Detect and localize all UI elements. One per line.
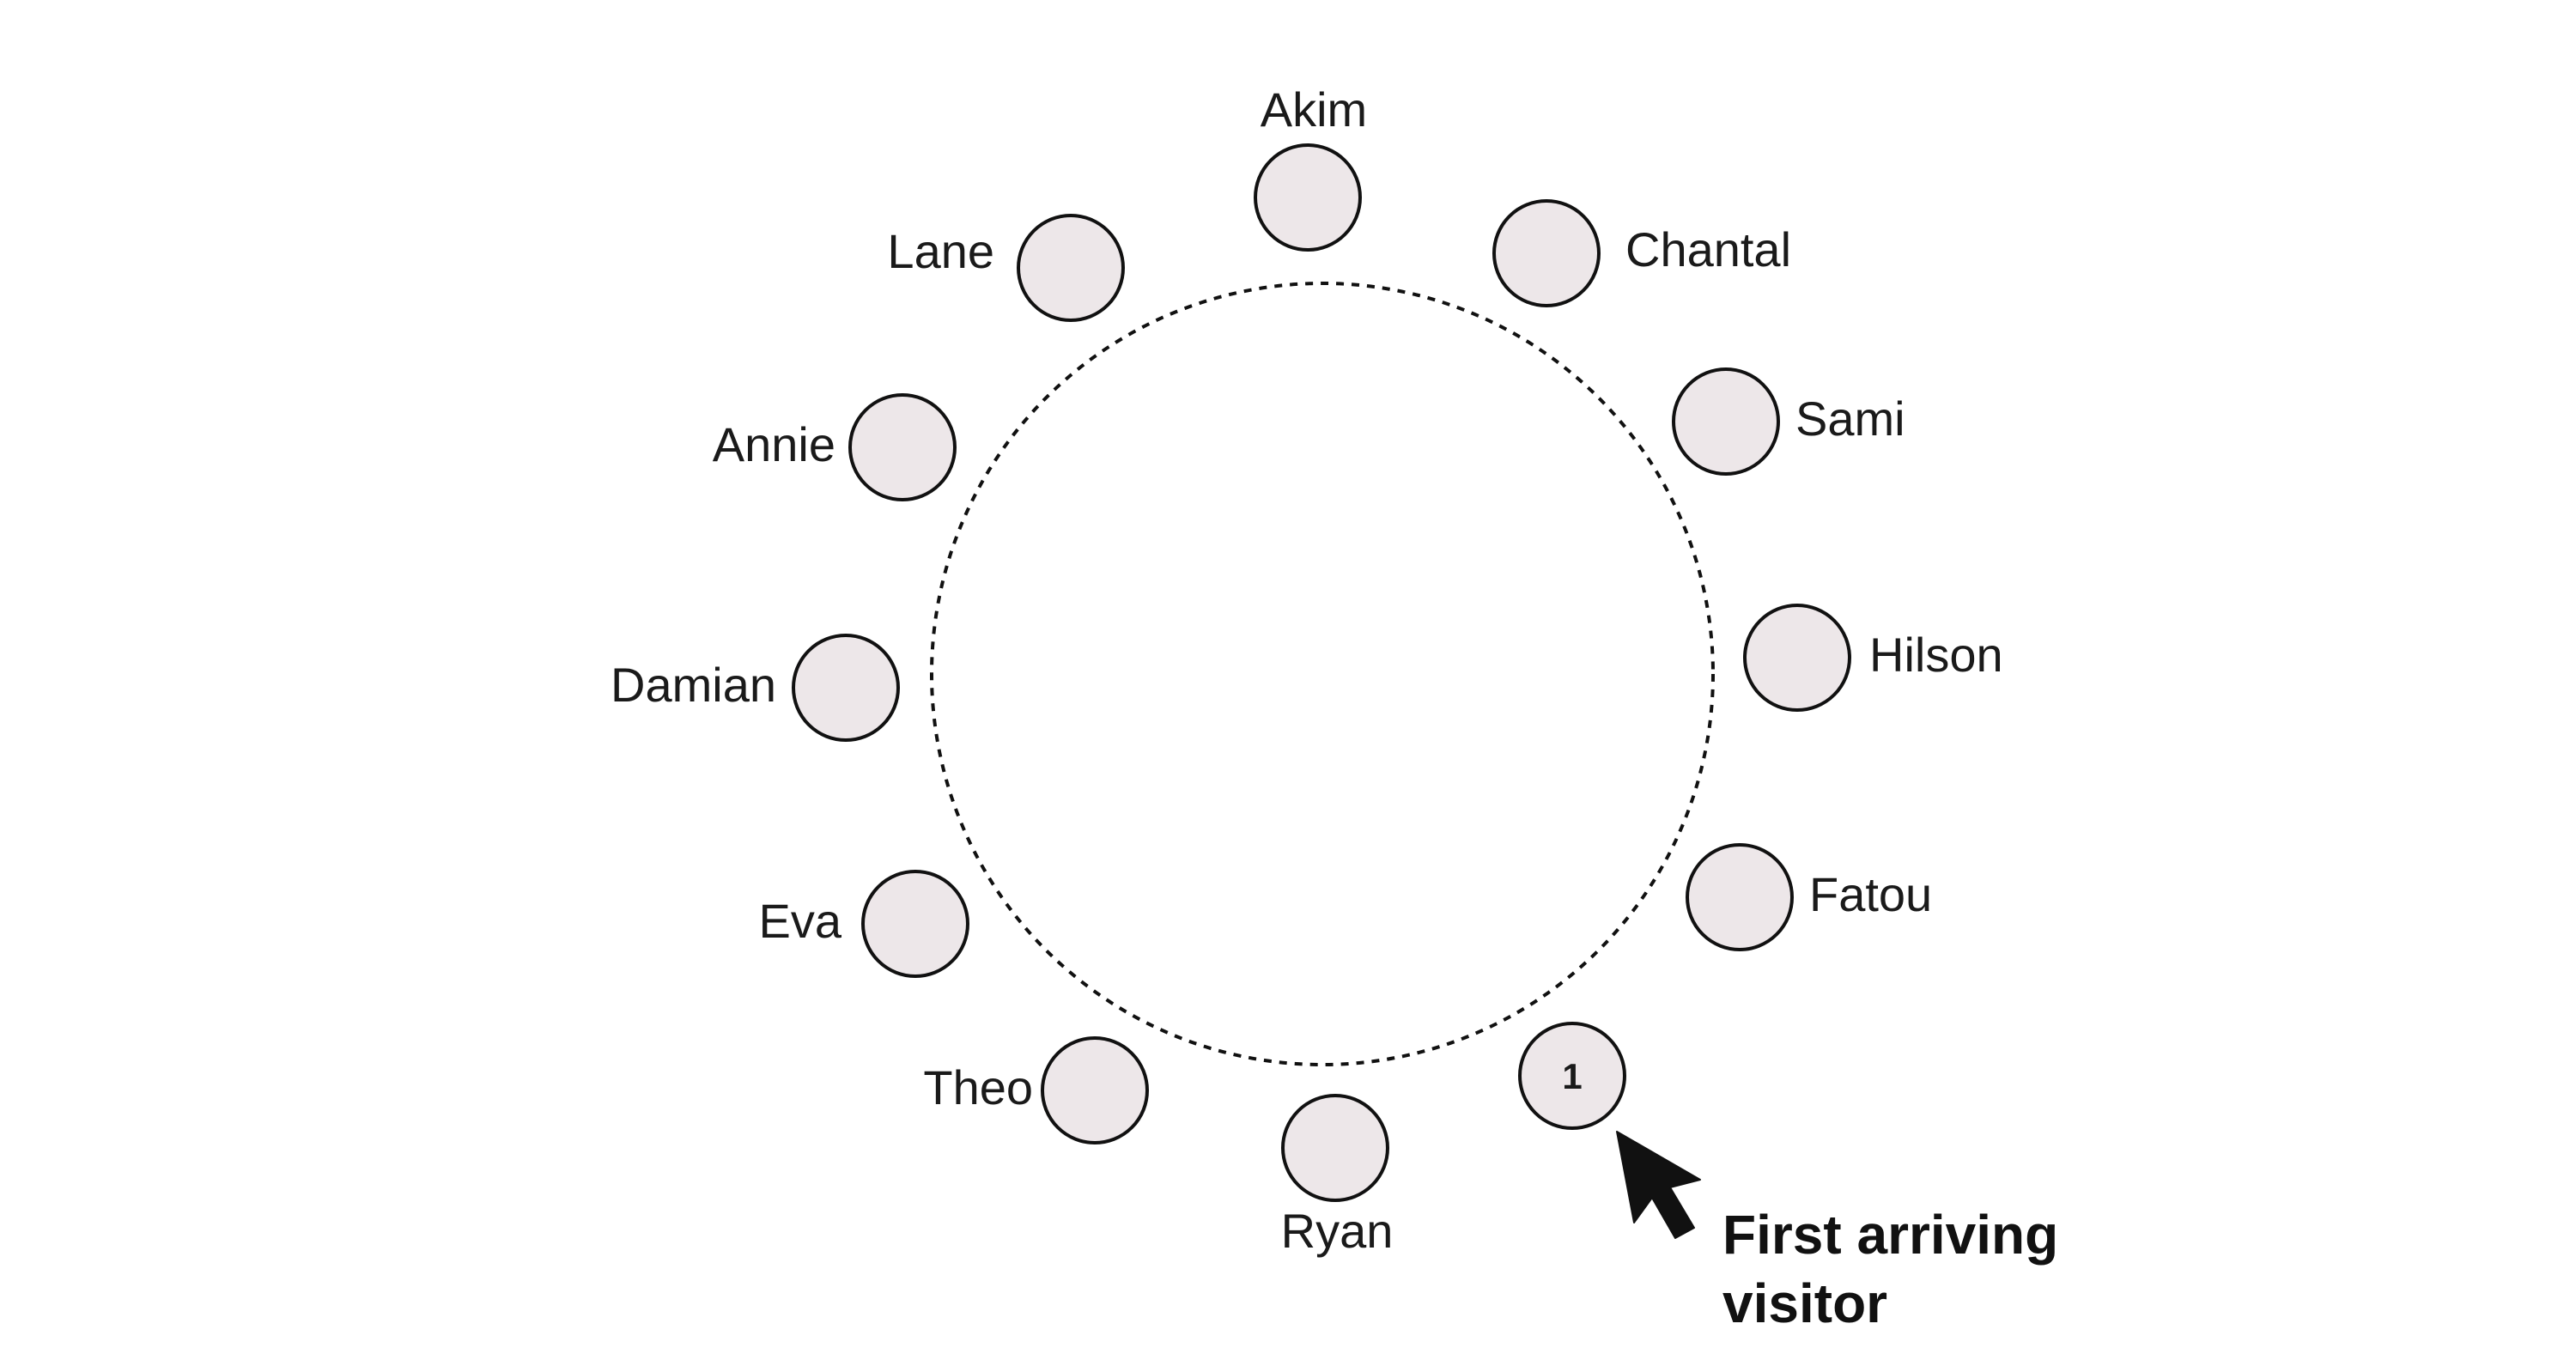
seat-label: Chantal [1625,222,1791,276]
first-arrival-callout: First arriving visitor [1616,1131,2058,1334]
seat-label: Damian [611,658,776,712]
seat-label: Theo [923,1060,1033,1114]
seat-damian: Damian [611,634,900,742]
seat-label: Hilson [1869,628,2003,682]
seat-lane: Lane [887,214,1125,322]
seat-circle [1672,367,1780,476]
seat-ryan: Ryan [1281,1094,1394,1258]
seat-akim: Akim [1254,82,1367,252]
seat-fatou: Fatou [1686,843,1932,951]
callout-line-1: First arriving [1722,1204,2058,1266]
round-table [930,282,1715,1066]
seat-label: Annie [713,417,835,471]
seat-circle [1041,1036,1149,1144]
seat-hilson: Hilson [1743,604,2003,712]
seat-circle [1518,1022,1626,1130]
seat-circle [792,634,900,742]
seat-circle [1254,143,1362,252]
callout-line-2: visitor [1722,1272,1887,1334]
seat-label: Akim [1261,82,1367,137]
seat-chantal: Chantal [1492,199,1791,307]
seat-label: Fatou [1809,867,1932,921]
seat-circle [1281,1094,1389,1202]
seat-circle [1492,199,1601,307]
seat-label: Sami [1795,392,1905,446]
seat-theo: Theo [923,1036,1149,1144]
seat-first-arrival: 1 [1518,1022,1626,1130]
seat-circle [1686,843,1794,951]
seat-label: Eva [759,894,842,948]
cursor-arrow-icon [1616,1131,1701,1239]
seat-sami: Sami [1672,367,1905,476]
seat-annie: Annie [713,393,957,501]
seat-label: Ryan [1281,1204,1394,1258]
seat-number: 1 [1562,1056,1582,1096]
seat-circle [861,870,969,978]
seat-label: Lane [887,224,994,278]
seat-eva: Eva [759,870,969,978]
seat-circle [1017,214,1125,322]
seat-circle [848,393,957,501]
seat-circle [1743,604,1851,712]
